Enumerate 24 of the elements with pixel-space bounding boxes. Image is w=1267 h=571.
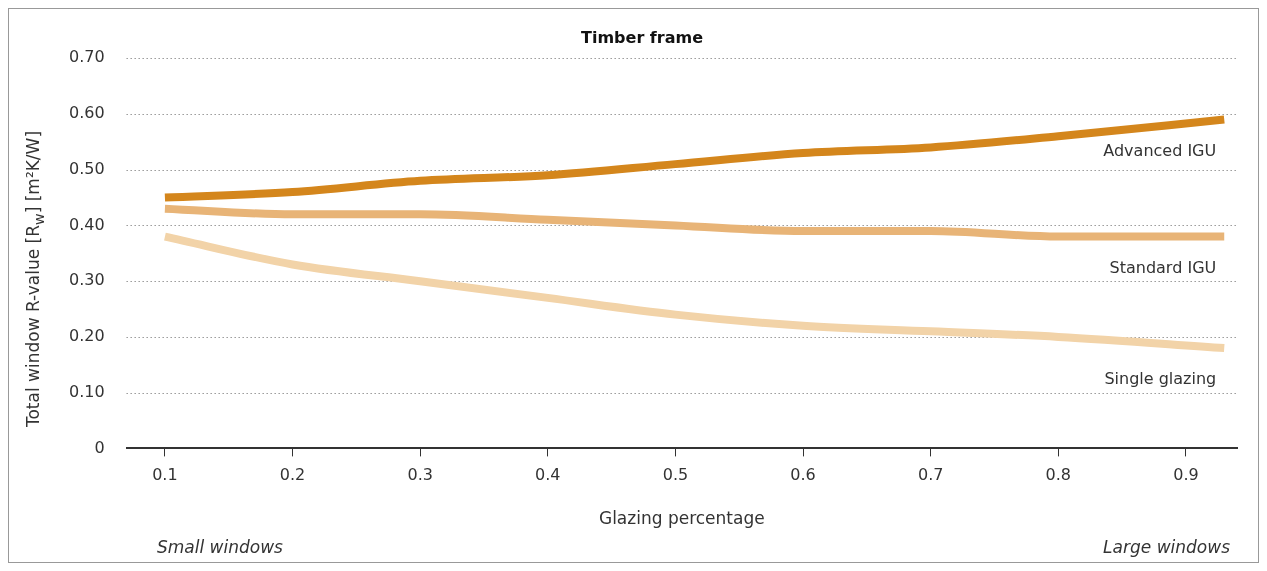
x-tick-label: 0.2 [279,465,306,485]
x-tick-label: 0.1 [152,465,178,485]
x-tick-label: 0.6 [790,465,816,485]
series-label: Single glazing [1104,369,1217,389]
y-tick-label: 0.60 [69,103,105,123]
y-tick-label: 0 [94,437,105,457]
chart-title: Timber frame [580,27,704,47]
x-tick-label: 0.8 [1045,465,1072,485]
x-tick-label: 0.4 [535,465,561,485]
x-tick-label: 0.9 [1173,465,1199,485]
x-axis-title: Glazing percentage [598,508,765,529]
x-tick-label: 0.7 [917,465,944,485]
x-tick-label: 0.3 [407,465,433,485]
y-tick-label: 0.10 [69,381,105,401]
y-tick-label: 0.70 [69,47,105,67]
series-label: Standard IGU [1109,257,1217,277]
y-tick-label: 0.20 [69,326,105,346]
text: Large windows [1103,537,1230,557]
y-tick-label: 0.30 [69,270,105,290]
x-tick-label: 0.5 [662,465,689,485]
y-tick-label: 0.50 [69,158,105,178]
text: Small windows [157,537,283,557]
series-label: Advanced IGU [1103,140,1217,160]
y-tick-label: 0.40 [69,214,105,234]
